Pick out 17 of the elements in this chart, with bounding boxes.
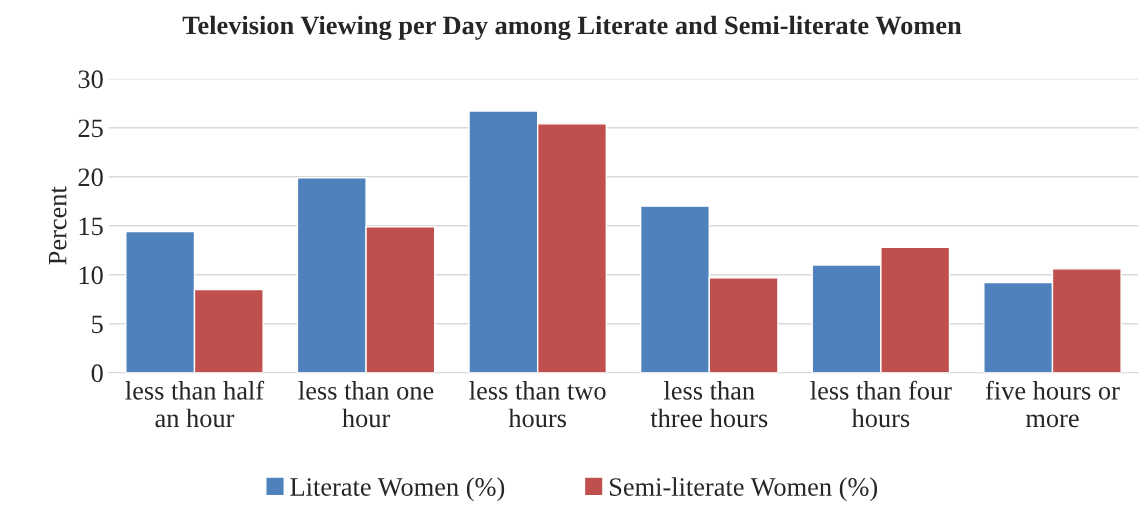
y-tick-label: 0 [91,364,103,383]
y-axis-title: Percent [48,186,67,265]
x-tick-label: less than three hours [650,381,768,428]
x-tick-label: five hours or more [985,380,1120,428]
legend-label: Literate Women (%) [290,477,505,502]
y-tick-label: 15 [79,217,103,236]
y-tick-label: 25 [78,119,103,138]
y-tick-label: 20 [78,168,103,187]
x-tick-label: less than four hours [810,380,952,428]
x-tick-label: less than half an hour [125,380,265,428]
legend-label: Semi-literate Women (%) [609,477,878,502]
y-tick-label: 10 [79,266,103,285]
y-tick-label: 30 [78,70,103,89]
y-tick-label: 5 [92,315,103,334]
x-tick-label: less than two hours [469,381,606,428]
x-tick-label: less than one hour [298,381,434,428]
chart-title: Television Viewing per Day among Literate and Semi-literate Women [182,15,962,40]
